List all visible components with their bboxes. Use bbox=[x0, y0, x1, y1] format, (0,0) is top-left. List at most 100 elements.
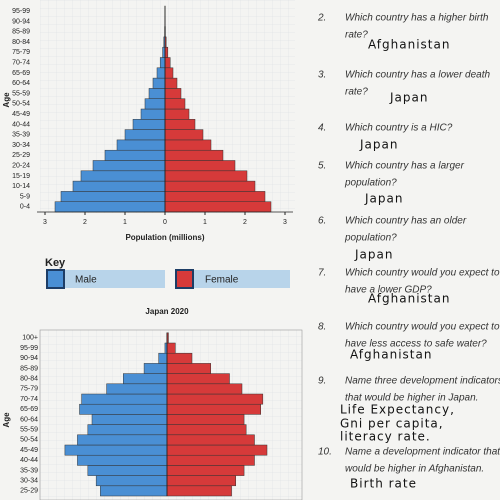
question-text: Which country would you expect to bbox=[345, 322, 500, 333]
bar bbox=[54, 201, 166, 213]
y-tick-label: 45-49 bbox=[12, 111, 30, 118]
bar bbox=[152, 77, 166, 89]
question-text: would be higher in Afghanistan. bbox=[345, 464, 484, 475]
y-tick-label: 90-94 bbox=[12, 18, 30, 25]
y-tick-label: 80-84 bbox=[20, 376, 38, 383]
y-tick-label: 20-24 bbox=[12, 162, 30, 169]
y-tick-label: 55-59 bbox=[20, 427, 38, 434]
question-text: population? bbox=[344, 178, 397, 189]
bar bbox=[166, 383, 243, 395]
bar bbox=[166, 342, 176, 354]
bar bbox=[64, 444, 168, 456]
question-text: Which country would you expect to bbox=[345, 268, 500, 279]
question-number: 6. bbox=[318, 216, 326, 227]
x-tick-label: 3 bbox=[43, 219, 47, 226]
handwritten-answer: Japan bbox=[359, 138, 398, 152]
bar bbox=[164, 88, 182, 99]
bar bbox=[95, 475, 168, 487]
handwritten-answer: Japan bbox=[354, 248, 393, 262]
question-number: 9. bbox=[318, 376, 326, 387]
question-text: Name a development indicator that bbox=[345, 447, 500, 458]
y-tick-label: 80-84 bbox=[12, 39, 30, 46]
key-title: Key bbox=[45, 257, 66, 269]
bar bbox=[81, 393, 168, 405]
question-text: have a lower GDP? bbox=[345, 285, 432, 296]
y-tick-label: 65-69 bbox=[20, 406, 38, 413]
bar bbox=[116, 139, 166, 151]
bar bbox=[79, 403, 168, 415]
y-tick-label: 30-34 bbox=[12, 142, 30, 149]
y-tick-label: 30-34 bbox=[20, 478, 38, 485]
bar bbox=[164, 170, 248, 182]
bar bbox=[87, 424, 168, 436]
y-tick-label: 85-89 bbox=[12, 29, 30, 36]
handwritten-answer: Japan bbox=[389, 91, 428, 105]
handwritten-answer: Afghanistan bbox=[350, 348, 432, 362]
bar bbox=[166, 485, 232, 497]
y-tick-label: 55-59 bbox=[12, 90, 30, 97]
bar bbox=[166, 403, 261, 415]
y-tick-label: 60-64 bbox=[12, 80, 30, 87]
question-text: have less access to safe water? bbox=[345, 339, 487, 350]
question-text: Which country has an older bbox=[345, 216, 467, 227]
question-number: 7. bbox=[318, 268, 326, 279]
bar bbox=[148, 88, 166, 99]
key-label: Female bbox=[205, 275, 239, 286]
y-tick-label: 95-99 bbox=[12, 8, 30, 15]
handwritten-answer: Japan bbox=[364, 192, 403, 206]
bar bbox=[140, 108, 166, 120]
x-tick-label: 2 bbox=[83, 219, 87, 226]
question-number: 10. bbox=[318, 447, 332, 458]
handwritten-answer: Gni per capita, bbox=[340, 417, 444, 431]
bar bbox=[100, 485, 168, 497]
y-tick-label: 25-29 bbox=[20, 488, 38, 495]
y-tick-label: 15-19 bbox=[12, 173, 30, 180]
bar bbox=[159, 57, 166, 69]
handwritten-answer: Afghanistan bbox=[368, 292, 450, 306]
x-axis-label: Population (millions) bbox=[125, 233, 204, 242]
bar bbox=[164, 57, 171, 69]
bar bbox=[166, 424, 247, 436]
handwritten-answer: Afghanistan bbox=[368, 38, 450, 52]
question-text: rate? bbox=[345, 87, 368, 98]
bar bbox=[164, 201, 272, 213]
y-tick-label: 90-94 bbox=[20, 355, 38, 362]
question-text: that would be higher in Japan. bbox=[345, 393, 478, 404]
bar bbox=[164, 180, 256, 192]
key-label: Male bbox=[75, 275, 97, 286]
handwritten-answer: Life Expectancy, bbox=[340, 403, 455, 417]
bar bbox=[164, 129, 204, 141]
bar bbox=[166, 434, 255, 446]
handwritten-answer: Birth rate bbox=[350, 477, 417, 491]
key-female-swatch bbox=[175, 269, 194, 289]
bar bbox=[166, 465, 245, 476]
bar bbox=[132, 119, 166, 130]
bar bbox=[164, 98, 186, 110]
bar bbox=[166, 393, 264, 405]
question-number: 2. bbox=[317, 13, 326, 24]
question-text: Which country has a higher birth bbox=[345, 13, 489, 24]
bar bbox=[123, 373, 168, 385]
bar bbox=[164, 139, 212, 151]
bar bbox=[106, 383, 168, 395]
key: Key Male Female bbox=[45, 257, 290, 289]
x-tick-label: 1 bbox=[123, 219, 127, 226]
y-tick-label: 25-29 bbox=[12, 152, 30, 159]
y-tick-label: 40-44 bbox=[12, 121, 30, 128]
y-tick-label: 70-74 bbox=[20, 396, 38, 403]
bar bbox=[164, 149, 224, 161]
bar bbox=[77, 454, 168, 466]
x-tick-label: 3 bbox=[283, 219, 287, 226]
y-tick-label: 60-64 bbox=[20, 416, 38, 423]
bar bbox=[77, 434, 168, 446]
y-tick-label: 70-74 bbox=[12, 59, 30, 66]
y-tick-label: 10-14 bbox=[12, 183, 30, 190]
question-text: Which country is a HIC? bbox=[345, 123, 453, 134]
x-tick-label: 1 bbox=[203, 219, 207, 226]
y-tick-label: 0-4 bbox=[20, 204, 30, 211]
y-axis-label: Age bbox=[2, 92, 11, 108]
question-text: Name three development indicators bbox=[345, 376, 500, 387]
y-tick-label: 45-49 bbox=[20, 447, 38, 454]
bar bbox=[87, 465, 168, 476]
bar bbox=[60, 191, 166, 202]
